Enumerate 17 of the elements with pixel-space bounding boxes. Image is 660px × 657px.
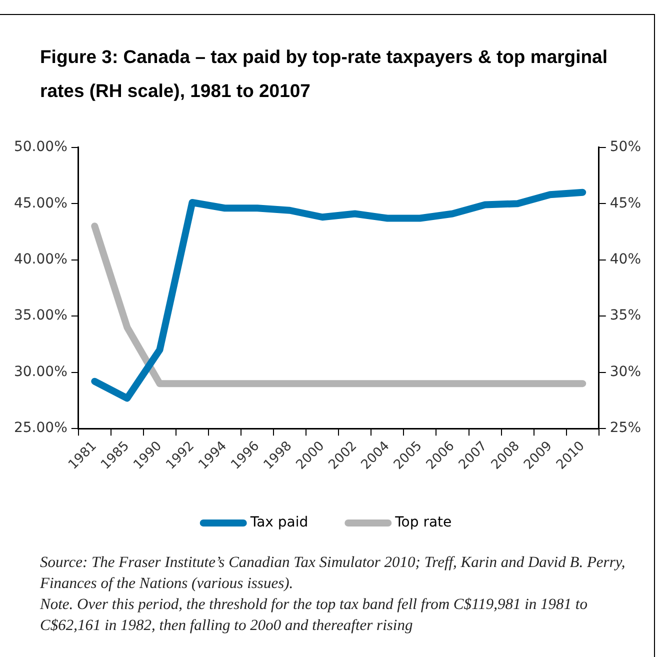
- y-tick-label: 25.00%: [14, 420, 68, 436]
- text: Note. Over this period, the threshold for the top tax band fell from C$119,981 in 1981 to C$62,161 in 1982, then falling to 20o0 and thereafter rising: [40, 595, 588, 636]
- y2-tick-label: 30%: [610, 364, 642, 380]
- y2-tick-label: 40%: [610, 252, 642, 268]
- y-tick-label: 45.00%: [14, 195, 68, 212]
- y2-tick-label: 50%: [610, 139, 642, 156]
- y-tick-label: 35.00%: [14, 308, 68, 324]
- y-tick-label: 30.00%: [14, 364, 68, 380]
- y2-tick-label: 35%: [610, 308, 642, 324]
- y-tick-label: 40.00%: [14, 252, 68, 268]
- y-tick-label: 50.00%: [14, 139, 68, 156]
- source-note: Source: The Fraser Institute’s Canadian Tax Simulator 2010; Treff, Karin and David B. Perry, Finances of the Nations (various issues).: [40, 553, 626, 594]
- y2-tick-label: 45%: [610, 195, 642, 212]
- chart-title: Figure 3: Canada – tax paid by top-rate taxpayers & top marginal rates (RH scale), 1981 to 20107: [40, 45, 608, 103]
- legend-label: Top rate: [394, 514, 452, 531]
- legend-label: Tax paid: [249, 514, 308, 531]
- y2-tick-label: 25%: [610, 420, 642, 436]
